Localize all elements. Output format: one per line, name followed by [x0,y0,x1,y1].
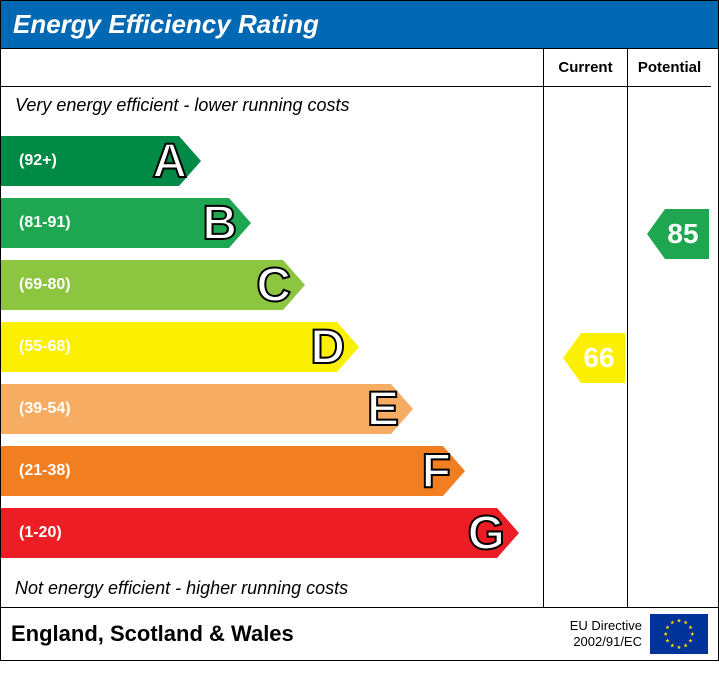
band-letter: B [202,196,237,251]
band-bar-g: (1-20)G [1,508,497,558]
title-bar: Energy Efficiency Rating [1,1,718,48]
eu-directive-text: EU Directive 2002/91/EC [570,618,642,649]
bands-container: (92+) A (81-91) B (69-80) C (55-68) D (39-54) E (2… [1,130,543,564]
band-row-g: (1-20) G [1,502,543,564]
band-letter: G [468,506,505,561]
band-bar-b: (81-91)B [1,198,229,248]
band-range: (1-20) [1,524,62,542]
band-row-b: (81-91) B [1,192,543,254]
eu-directive-box: EU Directive 2002/91/EC [570,614,708,654]
band-range: (39-54) [1,400,71,418]
band-row-d: (55-68) D [1,316,543,378]
footer: England, Scotland & Wales EU Directive 2… [1,607,718,660]
band-range: (92+) [1,152,57,170]
band-letter: F [422,444,451,499]
band-bar-c: (69-80)C [1,260,283,310]
header-current: Current [543,49,627,87]
pointer-arrow-icon [647,209,665,259]
band-row-e: (39-54) E [1,378,543,440]
eu-flag-icon [650,614,708,654]
pointer-arrow-icon [563,333,581,383]
band-bar-e: (39-54)E [1,384,391,434]
band-row-f: (21-38) F [1,440,543,502]
current-column: 66 [543,87,627,607]
header-potential: Potential [627,49,711,87]
band-letter: C [256,258,291,313]
current-pointer: 66 [563,333,625,383]
epc-chart: Energy Efficiency Rating Current Potenti… [0,0,719,661]
potential-column: 85 [627,87,711,607]
potential-pointer: 85 [647,209,709,259]
band-letter: A [152,134,187,189]
bands-column: Very energy efficient - lower running co… [1,87,543,607]
region-text: England, Scotland & Wales [11,621,294,647]
band-range: (69-80) [1,276,71,294]
header-blank [1,49,543,87]
chart-title: Energy Efficiency Rating [13,9,319,39]
band-bar-f: (21-38)F [1,446,443,496]
band-letter: E [367,382,399,437]
potential-value: 85 [667,218,698,250]
band-row-a: (92+) A [1,130,543,192]
eu-directive-line2: 2002/91/EC [570,634,642,650]
eu-directive-line1: EU Directive [570,618,642,634]
band-range: (55-68) [1,338,71,356]
chart-table: Current Potential Very energy efficient … [1,48,718,607]
band-range: (81-91) [1,214,71,232]
band-letter: D [310,320,345,375]
band-row-c: (69-80) C [1,254,543,316]
band-bar-d: (55-68)D [1,322,337,372]
caption-bottom: Not energy efficient - higher running co… [1,578,543,599]
band-bar-a: (92+)A [1,136,179,186]
caption-top: Very energy efficient - lower running co… [1,95,543,116]
current-value: 66 [583,342,614,374]
band-range: (21-38) [1,462,71,480]
